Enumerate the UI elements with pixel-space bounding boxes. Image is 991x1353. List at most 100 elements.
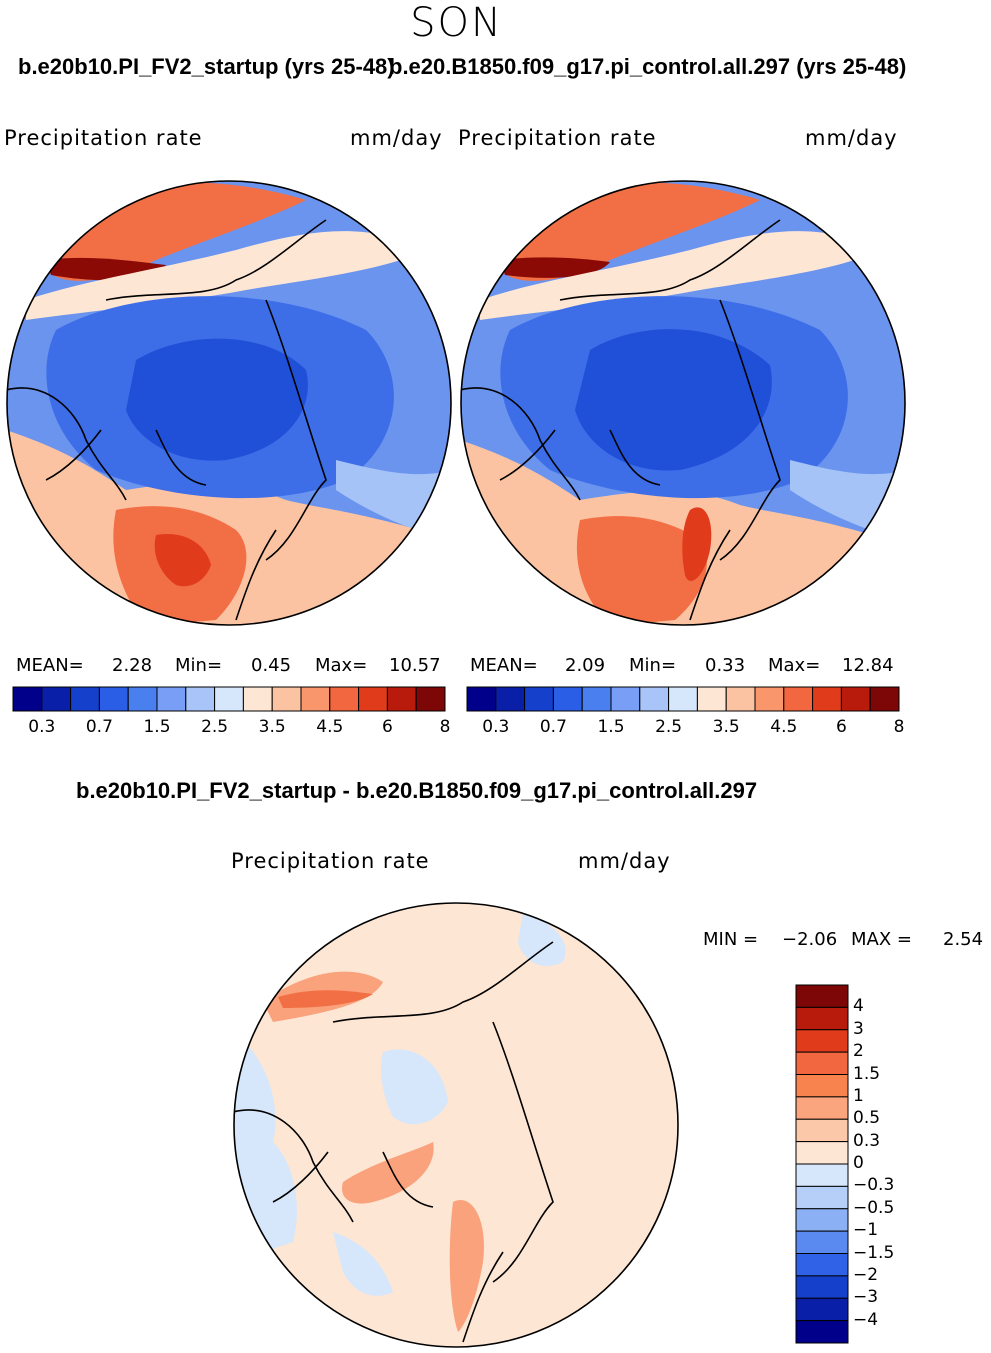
polar-map-diff — [233, 902, 679, 1348]
panel-1-mean-label: MEAN= — [16, 655, 84, 676]
diff-colorbar-swatch — [795, 1051, 849, 1075]
panel-1-max-label: Max= — [315, 655, 368, 676]
colorbar-1-swatch — [70, 686, 100, 712]
panel-2-max-value: 12.84 — [842, 655, 894, 676]
diff-colorbar-tick-label: −0.3 — [853, 1175, 895, 1196]
diff-units-label: mm/day — [578, 849, 671, 873]
panel-2-min-label: Min= — [629, 655, 677, 676]
diff-colorbar-swatch — [795, 984, 849, 1008]
colorbar-1-swatch — [386, 686, 417, 712]
panel-2-mean-value: 2.09 — [565, 655, 606, 676]
diff-colorbar-swatch — [795, 1253, 849, 1277]
colorbar-1-swatch — [415, 686, 446, 712]
colorbar-1-swatch — [185, 686, 216, 712]
diff-colorbar — [795, 984, 849, 1344]
colorbar-2-swatch — [495, 686, 526, 712]
colorbar-1-tick-label: 1.5 — [143, 717, 171, 737]
polar-map-2 — [460, 180, 906, 626]
diff-colorbar-tick-label: 1.5 — [853, 1063, 881, 1084]
diff-colorbar-swatch — [795, 1297, 849, 1322]
colorbar-2-swatch — [639, 686, 670, 712]
diff-variable-label: Precipitation rate — [231, 849, 430, 873]
diff-colorbar-swatch — [795, 1208, 849, 1232]
diff-colorbar-swatch — [795, 1074, 849, 1098]
colorbar-2-tick-label: 6 — [835, 717, 847, 737]
colorbar-2-tick-label: 8 — [893, 717, 905, 737]
panel-2-min-value: 0.33 — [705, 655, 746, 676]
colorbar-2-swatch — [754, 686, 785, 712]
panel-2-units-label: mm/day — [805, 126, 898, 150]
diff-colorbar-tick-label: 0.3 — [853, 1130, 881, 1151]
diff-title: b.e20b10.PI_FV2_startup - b.e20.B1850.f0… — [76, 778, 758, 803]
colorbar-1-swatch — [358, 686, 388, 712]
diff-colorbar-swatch — [795, 1275, 849, 1299]
colorbar-2-swatch — [783, 686, 814, 712]
map-2-arctic-deep — [575, 329, 772, 471]
diff-map-south-negative — [333, 1232, 393, 1296]
diff-colorbar-swatch — [795, 1163, 849, 1187]
colorbar-2-tick-label: 0.3 — [482, 717, 510, 737]
colorbar-1-tick-label: 4.5 — [316, 717, 344, 737]
panel-1-units-label: mm/day — [350, 126, 443, 150]
map-1-arctic-deep — [126, 338, 308, 461]
diff-colorbar-tick-label: −1 — [853, 1220, 879, 1241]
colorbar-2-tick-label: 1.5 — [597, 717, 625, 737]
colorbar-2-tick-label: 4.5 — [770, 717, 798, 737]
diff-min-label: MIN = — [703, 929, 759, 950]
panel-2-title: b.e20.B1850.f09_g17.pi_control.all.297 (… — [389, 54, 907, 79]
colorbar-1-swatch — [12, 686, 43, 712]
map-1-coastlines — [7, 219, 327, 621]
colorbar-2-swatch — [524, 686, 554, 712]
diff-colorbar-swatch — [795, 1006, 849, 1031]
polar-map-1 — [6, 180, 452, 626]
colorbar-2-swatch — [581, 686, 612, 712]
colorbar-1-swatch — [271, 686, 302, 712]
colorbar-1-swatch — [242, 686, 273, 712]
map-1-atlantic-red — [154, 534, 211, 587]
colorbar-2-swatch — [869, 686, 900, 712]
colorbar-2-tick-label: 3.5 — [712, 717, 740, 737]
diff-map-central-negative — [381, 1049, 448, 1125]
colorbar-1-swatch — [127, 686, 158, 712]
diff-colorbar-swatch — [795, 1096, 849, 1120]
diff-colorbar-swatch — [795, 1230, 849, 1254]
colorbar-2-swatch — [812, 686, 842, 712]
diff-map-northeast-negative — [518, 912, 566, 966]
season-title: SON — [410, 0, 503, 46]
diff-map-coastlines — [234, 941, 554, 1343]
diff-map-boundary — [233, 902, 679, 1348]
panel-1-mean-value: 2.28 — [112, 655, 153, 676]
diff-colorbar-swatch — [795, 1029, 849, 1053]
diff-colorbar-tick-label: −4 — [853, 1309, 879, 1330]
panel-2-max-label: Max= — [768, 655, 821, 676]
diff-map-atlantic-salmon — [449, 1200, 484, 1332]
colorbar-1-tick-label: 3.5 — [258, 717, 286, 737]
diff-map-greenland-salmon — [342, 1142, 434, 1204]
diff-colorbar-tick-label: 0.5 — [853, 1108, 881, 1129]
colorbar-1-tick-label: 2.5 — [201, 717, 229, 737]
diff-colorbar-tick-label: −2 — [853, 1264, 879, 1285]
panel-1-max-value: 10.57 — [389, 655, 441, 676]
map-2-coastlines — [461, 219, 781, 621]
colorbar-2-swatch — [668, 686, 698, 712]
colorbar-1-swatch — [156, 686, 187, 712]
map-2-atlantic-orange — [576, 516, 707, 625]
map-1-boundary — [6, 180, 452, 626]
colorbar-1-swatch — [41, 686, 72, 712]
colorbar-2 — [466, 686, 900, 712]
colorbar-2-swatch — [696, 686, 727, 712]
colorbar-1-swatch — [214, 686, 244, 712]
colorbar-1 — [12, 686, 446, 712]
diff-colorbar-tick-label: −1.5 — [853, 1242, 895, 1263]
diff-max-label: MAX = — [851, 929, 912, 950]
colorbar-2-swatch — [840, 686, 871, 712]
diff-colorbar-tick-label: −0.5 — [853, 1197, 895, 1218]
panel-2-mean-label: MEAN= — [470, 655, 538, 676]
diff-colorbar-tick-label: 0 — [853, 1153, 864, 1173]
colorbar-1-tick-label: 8 — [439, 717, 451, 737]
map-2-boundary — [460, 180, 906, 626]
map-2-norway-red — [682, 507, 712, 581]
colorbar-2-tick-label: 2.5 — [655, 717, 683, 737]
diff-colorbar-tick-label: 1 — [853, 1085, 864, 1106]
diff-colorbar-tick-label: −3 — [853, 1287, 879, 1308]
